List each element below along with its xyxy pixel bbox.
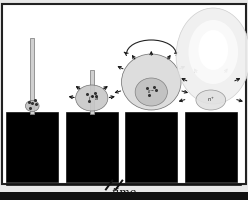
Bar — [90, 70, 94, 114]
Bar — [0, 192, 248, 200]
Text: $n^+$: $n^+$ — [207, 96, 215, 104]
Ellipse shape — [135, 78, 167, 106]
Bar — [185, 112, 237, 182]
Bar — [125, 112, 177, 182]
Text: $i^+a$: $i^+a$ — [88, 95, 98, 103]
Ellipse shape — [176, 8, 248, 104]
Ellipse shape — [26, 100, 39, 112]
Bar — [6, 112, 58, 182]
Ellipse shape — [196, 90, 226, 110]
Ellipse shape — [198, 30, 228, 70]
Bar — [30, 38, 34, 114]
Text: time: time — [111, 188, 137, 198]
Bar — [205, 107, 217, 112]
Text: $\epsilon^-$: $\epsilon^-$ — [147, 88, 155, 96]
Bar — [66, 112, 118, 182]
Ellipse shape — [188, 20, 238, 84]
Ellipse shape — [122, 54, 181, 110]
Ellipse shape — [76, 85, 108, 111]
